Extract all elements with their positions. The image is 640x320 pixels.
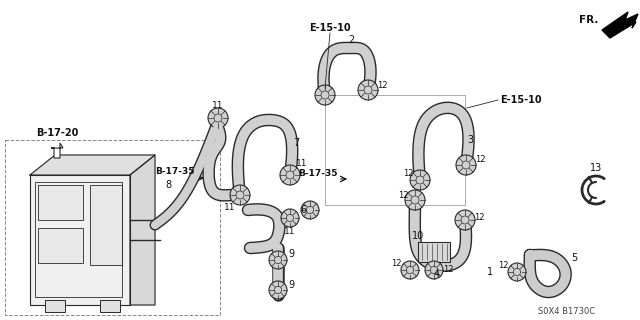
Text: E-15-10: E-15-10 [309,23,351,33]
Text: 8: 8 [165,180,171,190]
Circle shape [280,165,300,185]
Bar [5,140,220,315]
Circle shape [425,261,443,279]
Text: 6: 6 [300,205,306,215]
Text: 9: 9 [288,280,294,290]
Text: 12: 12 [397,190,408,199]
Circle shape [269,281,287,299]
Text: 11: 11 [296,159,308,169]
Circle shape [208,108,228,128]
Circle shape [358,80,378,100]
Polygon shape [130,155,155,305]
Text: 12: 12 [391,260,401,268]
Bar [90,185,122,265]
Text: 4: 4 [434,269,440,279]
Circle shape [410,170,430,190]
Text: 5: 5 [571,253,577,263]
Bar [418,242,450,262]
Text: B-17-35: B-17-35 [298,169,338,178]
Text: 10: 10 [412,231,424,241]
Text: 13: 13 [590,163,602,173]
Polygon shape [30,175,130,305]
Text: 11: 11 [284,228,296,236]
Text: 2: 2 [348,35,354,45]
Text: 12: 12 [377,82,387,91]
Bar [38,185,83,220]
Text: E-15-10: E-15-10 [500,95,541,105]
Circle shape [508,263,526,281]
Text: S0X4 B1730C: S0X4 B1730C [538,308,595,316]
Text: FR.: FR. [579,15,598,25]
Text: 12: 12 [403,170,413,179]
Text: 1: 1 [487,267,493,277]
Circle shape [315,85,335,105]
Text: 12: 12 [475,156,485,164]
Bar [100,300,120,312]
Bar [38,228,83,263]
Text: 3: 3 [467,135,473,145]
Text: 9: 9 [288,249,294,259]
Text: 7: 7 [293,138,299,148]
Text: 12: 12 [498,261,508,270]
Polygon shape [51,143,63,158]
Text: 11: 11 [224,203,236,212]
Circle shape [281,209,299,227]
Circle shape [455,210,475,230]
Text: B-17-20: B-17-20 [36,128,78,138]
Circle shape [301,201,319,219]
Circle shape [456,155,476,175]
Circle shape [230,185,250,205]
Text: 11: 11 [212,101,224,110]
Text: B-17-35: B-17-35 [156,167,195,177]
Bar [45,300,65,312]
Text: 12: 12 [443,266,453,275]
Circle shape [269,251,287,269]
Circle shape [405,190,425,210]
Text: 12: 12 [474,213,484,222]
Polygon shape [602,12,638,38]
Circle shape [401,261,419,279]
Polygon shape [30,155,155,175]
Bar [35,182,122,297]
